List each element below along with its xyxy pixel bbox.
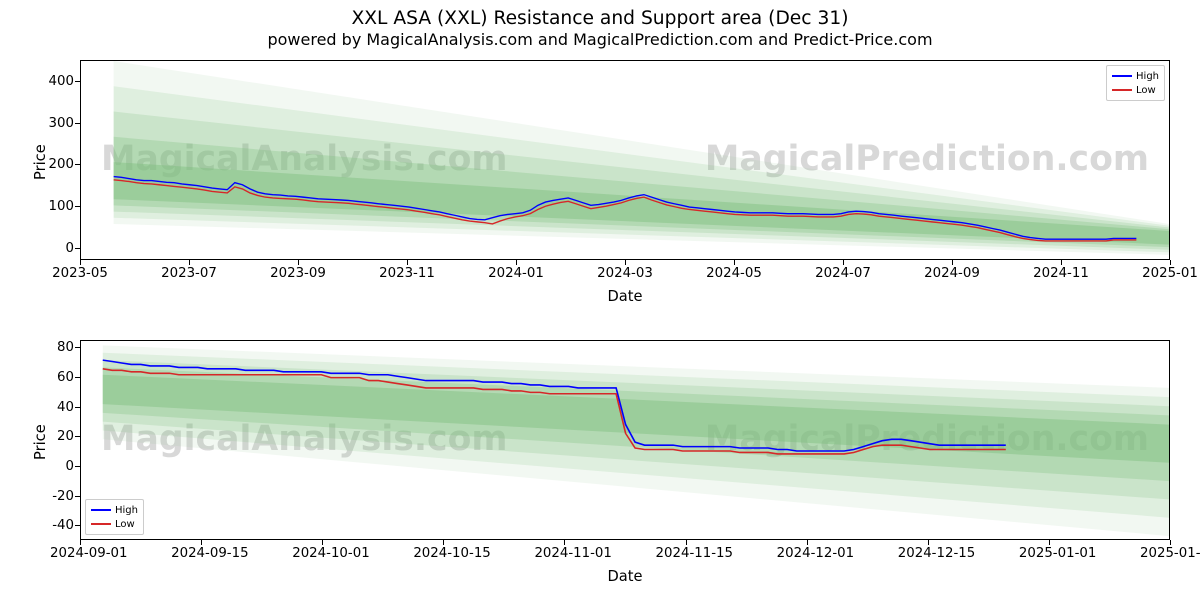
x-tick-mark <box>1170 260 1171 265</box>
legend-label: Low <box>1136 85 1156 96</box>
x-tick-label: 2024-12-15 <box>898 546 958 561</box>
x-tick-label: 2024-09 <box>922 266 982 281</box>
y-tick-mark <box>75 347 80 348</box>
legend-swatch <box>1112 75 1132 77</box>
x-tick-mark <box>1061 260 1062 265</box>
legend-item: High <box>1112 69 1159 83</box>
x-tick-mark <box>807 540 808 545</box>
x-tick-label: 2024-10-15 <box>413 546 473 561</box>
x-tick-mark <box>298 260 299 265</box>
chart-subtitle: powered by MagicalAnalysis.com and Magic… <box>0 30 1200 49</box>
bottom-chart-area: MagicalAnalysis.com MagicalPrediction.co… <box>80 340 1170 540</box>
x-tick-mark <box>564 540 565 545</box>
top-y-axis-label: Price <box>32 144 49 180</box>
x-tick-mark <box>80 260 81 265</box>
x-tick-label: 2024-11-15 <box>656 546 716 561</box>
y-tick-mark <box>75 248 80 249</box>
x-tick-label: 2024-10-01 <box>292 546 352 561</box>
y-tick-label: 80 <box>57 340 74 355</box>
x-tick-label: 2023-09 <box>268 266 328 281</box>
x-tick-mark <box>928 540 929 545</box>
top-legend: High Low <box>1106 65 1165 101</box>
x-tick-label: 2024-07 <box>813 266 873 281</box>
top-chart-svg <box>81 61 1169 259</box>
bottom-legend: High Low <box>85 499 144 535</box>
legend-swatch <box>91 523 111 525</box>
figure: XXL ASA (XXL) Resistance and Support are… <box>0 0 1200 600</box>
x-tick-mark <box>407 260 408 265</box>
y-tick-label: 400 <box>49 74 74 89</box>
y-tick-mark <box>75 496 80 497</box>
top-x-axis-label: Date <box>80 288 1170 305</box>
x-tick-mark <box>322 540 323 545</box>
x-tick-label: 2023-11 <box>377 266 437 281</box>
legend-swatch <box>1112 89 1132 91</box>
y-tick-label: 0 <box>66 241 74 256</box>
y-tick-label: 0 <box>66 459 74 474</box>
x-tick-label: 2024-11-01 <box>534 546 594 561</box>
x-tick-label: 2024-09-15 <box>171 546 231 561</box>
x-tick-label: 2024-01 <box>486 266 546 281</box>
legend-swatch <box>91 509 111 511</box>
y-tick-label: -20 <box>52 489 74 504</box>
y-tick-label: 40 <box>57 400 74 415</box>
x-tick-mark <box>952 260 953 265</box>
x-tick-mark <box>1049 540 1050 545</box>
legend-item: Low <box>91 517 138 531</box>
x-tick-mark <box>843 260 844 265</box>
top-chart-inner: MagicalAnalysis.com MagicalPrediction.co… <box>81 61 1169 259</box>
x-tick-mark <box>201 540 202 545</box>
y-tick-mark <box>75 377 80 378</box>
bottom-chart-inner: MagicalAnalysis.com MagicalPrediction.co… <box>81 341 1169 539</box>
x-tick-mark <box>443 540 444 545</box>
x-tick-label: 2024-05 <box>704 266 764 281</box>
y-tick-mark <box>75 407 80 408</box>
bottom-chart-svg <box>81 341 1169 539</box>
x-tick-label: 2024-09-01 <box>50 546 110 561</box>
y-tick-mark <box>75 525 80 526</box>
x-tick-label: 2025-01 <box>1140 266 1200 281</box>
y-tick-mark <box>75 466 80 467</box>
legend-item: High <box>91 503 138 517</box>
y-tick-label: -40 <box>52 518 74 533</box>
y-tick-mark <box>75 206 80 207</box>
y-tick-label: 200 <box>49 157 74 172</box>
x-tick-label: 2023-05 <box>50 266 110 281</box>
x-tick-label: 2023-07 <box>159 266 219 281</box>
y-tick-label: 20 <box>57 429 74 444</box>
x-tick-mark <box>734 260 735 265</box>
y-tick-mark <box>75 81 80 82</box>
x-tick-mark <box>625 260 626 265</box>
y-tick-label: 60 <box>57 370 74 385</box>
chart-title: XXL ASA (XXL) Resistance and Support are… <box>0 8 1200 29</box>
legend-label: High <box>115 505 138 516</box>
x-tick-label: 2025-01-15 <box>1140 546 1200 561</box>
x-tick-mark <box>516 260 517 265</box>
top-chart-area: MagicalAnalysis.com MagicalPrediction.co… <box>80 60 1170 260</box>
x-tick-label: 2024-03 <box>595 266 655 281</box>
x-tick-mark <box>686 540 687 545</box>
bottom-y-axis-label: Price <box>32 424 49 460</box>
y-tick-label: 100 <box>49 199 74 214</box>
x-tick-label: 2025-01-01 <box>1019 546 1079 561</box>
legend-label: High <box>1136 71 1159 82</box>
y-tick-mark <box>75 436 80 437</box>
y-tick-mark <box>75 164 80 165</box>
x-tick-mark <box>1170 540 1171 545</box>
bottom-x-axis-label: Date <box>80 568 1170 585</box>
y-tick-mark <box>75 123 80 124</box>
y-tick-label: 300 <box>49 116 74 131</box>
legend-item: Low <box>1112 83 1159 97</box>
legend-label: Low <box>115 519 135 530</box>
x-tick-mark <box>189 260 190 265</box>
x-tick-mark <box>80 540 81 545</box>
x-tick-label: 2024-11 <box>1031 266 1091 281</box>
x-tick-label: 2024-12-01 <box>777 546 837 561</box>
